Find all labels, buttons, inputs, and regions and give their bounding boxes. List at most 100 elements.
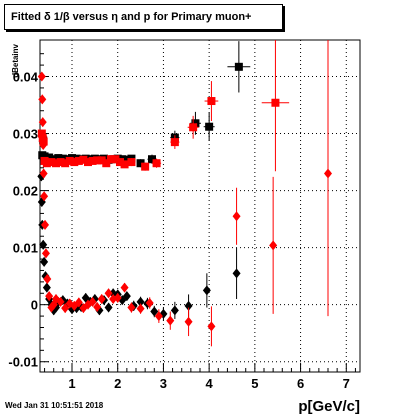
diamond-point (154, 309, 163, 323)
diamond-marker (113, 292, 122, 303)
diamond-point (170, 301, 179, 319)
square-point (261, 40, 290, 172)
x-tick-label: 6 (297, 376, 304, 391)
x-tick-label: 7 (343, 376, 350, 391)
diamond-point (136, 303, 145, 314)
diamond-point (40, 256, 49, 267)
plot-frame (39, 39, 361, 373)
diamond-point (41, 248, 50, 259)
y-tick-label: 0.03 (13, 127, 38, 142)
diamond-point (145, 297, 154, 309)
y-tick-label: 0.04 (13, 70, 39, 85)
square-marker (84, 158, 92, 167)
diamond-marker (39, 239, 48, 250)
diamond-marker (39, 139, 48, 150)
x-tick-label: 1 (68, 376, 75, 391)
diamond-point (88, 296, 97, 307)
diamond-marker (166, 315, 175, 326)
diamond-marker (232, 211, 241, 222)
diamond-point (104, 302, 113, 313)
chart-title: Fitted δ 1/β versus η and p for Primary … (11, 11, 252, 23)
diamond-point (202, 273, 211, 308)
square-marker (47, 158, 56, 167)
square-marker (61, 159, 70, 168)
y-tick-label: -0.01 (8, 355, 38, 370)
diamond-marker (56, 296, 65, 307)
diamond-point (122, 291, 131, 302)
diamond-marker (38, 94, 47, 105)
diamond-marker (37, 71, 46, 82)
diamond-point (207, 306, 216, 347)
diamond-point (61, 303, 70, 314)
diamond-point (56, 296, 65, 307)
diamond-point (269, 176, 278, 314)
square-marker (52, 159, 60, 168)
diamond-marker (40, 256, 49, 267)
diamond-marker (39, 168, 48, 179)
diamond-point (42, 282, 51, 293)
diamond-point (39, 139, 48, 150)
diamond-marker (150, 306, 159, 317)
diamond-marker (122, 291, 131, 302)
diamond-marker (45, 291, 54, 302)
square-marker (45, 153, 54, 162)
grid-lines (40, 40, 360, 372)
square-marker (37, 129, 46, 138)
square-point (187, 115, 199, 139)
square-marker (170, 138, 179, 147)
square-marker (152, 159, 161, 168)
diamond-marker (40, 191, 49, 202)
square-marker (56, 158, 65, 167)
diamond-point (39, 239, 48, 250)
square-marker (120, 160, 129, 169)
square-marker (97, 156, 106, 165)
square-marker (141, 162, 150, 171)
diamond-point (104, 288, 113, 299)
y-tick-label: 0.01 (13, 241, 38, 256)
y-tick-label: 0 (31, 298, 38, 313)
diamond-point (93, 301, 102, 312)
x-tick-label: 2 (114, 376, 121, 391)
square-marker (234, 62, 243, 71)
y-axis-label: dBetainv (11, 43, 20, 77)
diamond-point (184, 307, 193, 337)
square-point (170, 135, 180, 149)
square-marker (93, 156, 102, 165)
axes: 1 2 3 4 5 6 7 -0.01 0 0.01 0.02 0.03 0.04 (8, 53, 356, 391)
square-point (141, 162, 150, 171)
diamond-marker (97, 293, 106, 304)
diamond-point (324, 40, 332, 317)
square-marker (70, 158, 79, 167)
diamond-point (113, 292, 122, 303)
series-1 (38, 41, 251, 168)
square-marker (74, 156, 83, 165)
square-marker (88, 156, 97, 165)
square-marker (271, 98, 280, 107)
diamond-marker (93, 301, 102, 312)
diamond-marker (207, 321, 216, 332)
square-point (203, 112, 215, 141)
square-marker (42, 159, 51, 168)
diamond-marker (184, 316, 193, 327)
square-point (120, 160, 129, 169)
diamond-point (39, 168, 48, 179)
series-3 (37, 171, 241, 321)
diamond-point (41, 219, 50, 230)
x-tick-label: 3 (160, 376, 167, 391)
square-marker (106, 155, 115, 164)
diamond-marker (42, 282, 51, 293)
diamond-marker (104, 288, 113, 299)
x-tick-label: 4 (206, 376, 214, 391)
series-4 (37, 40, 332, 347)
square-marker (65, 156, 74, 165)
diamond-marker (269, 240, 278, 251)
square-marker (189, 123, 198, 132)
square-point (152, 158, 162, 168)
diamond-marker (184, 300, 193, 311)
diamond-marker (154, 311, 163, 322)
diamond-marker (202, 285, 211, 296)
diamond-marker (38, 117, 47, 128)
diamond-marker (324, 168, 332, 179)
diamond-marker (232, 268, 241, 279)
